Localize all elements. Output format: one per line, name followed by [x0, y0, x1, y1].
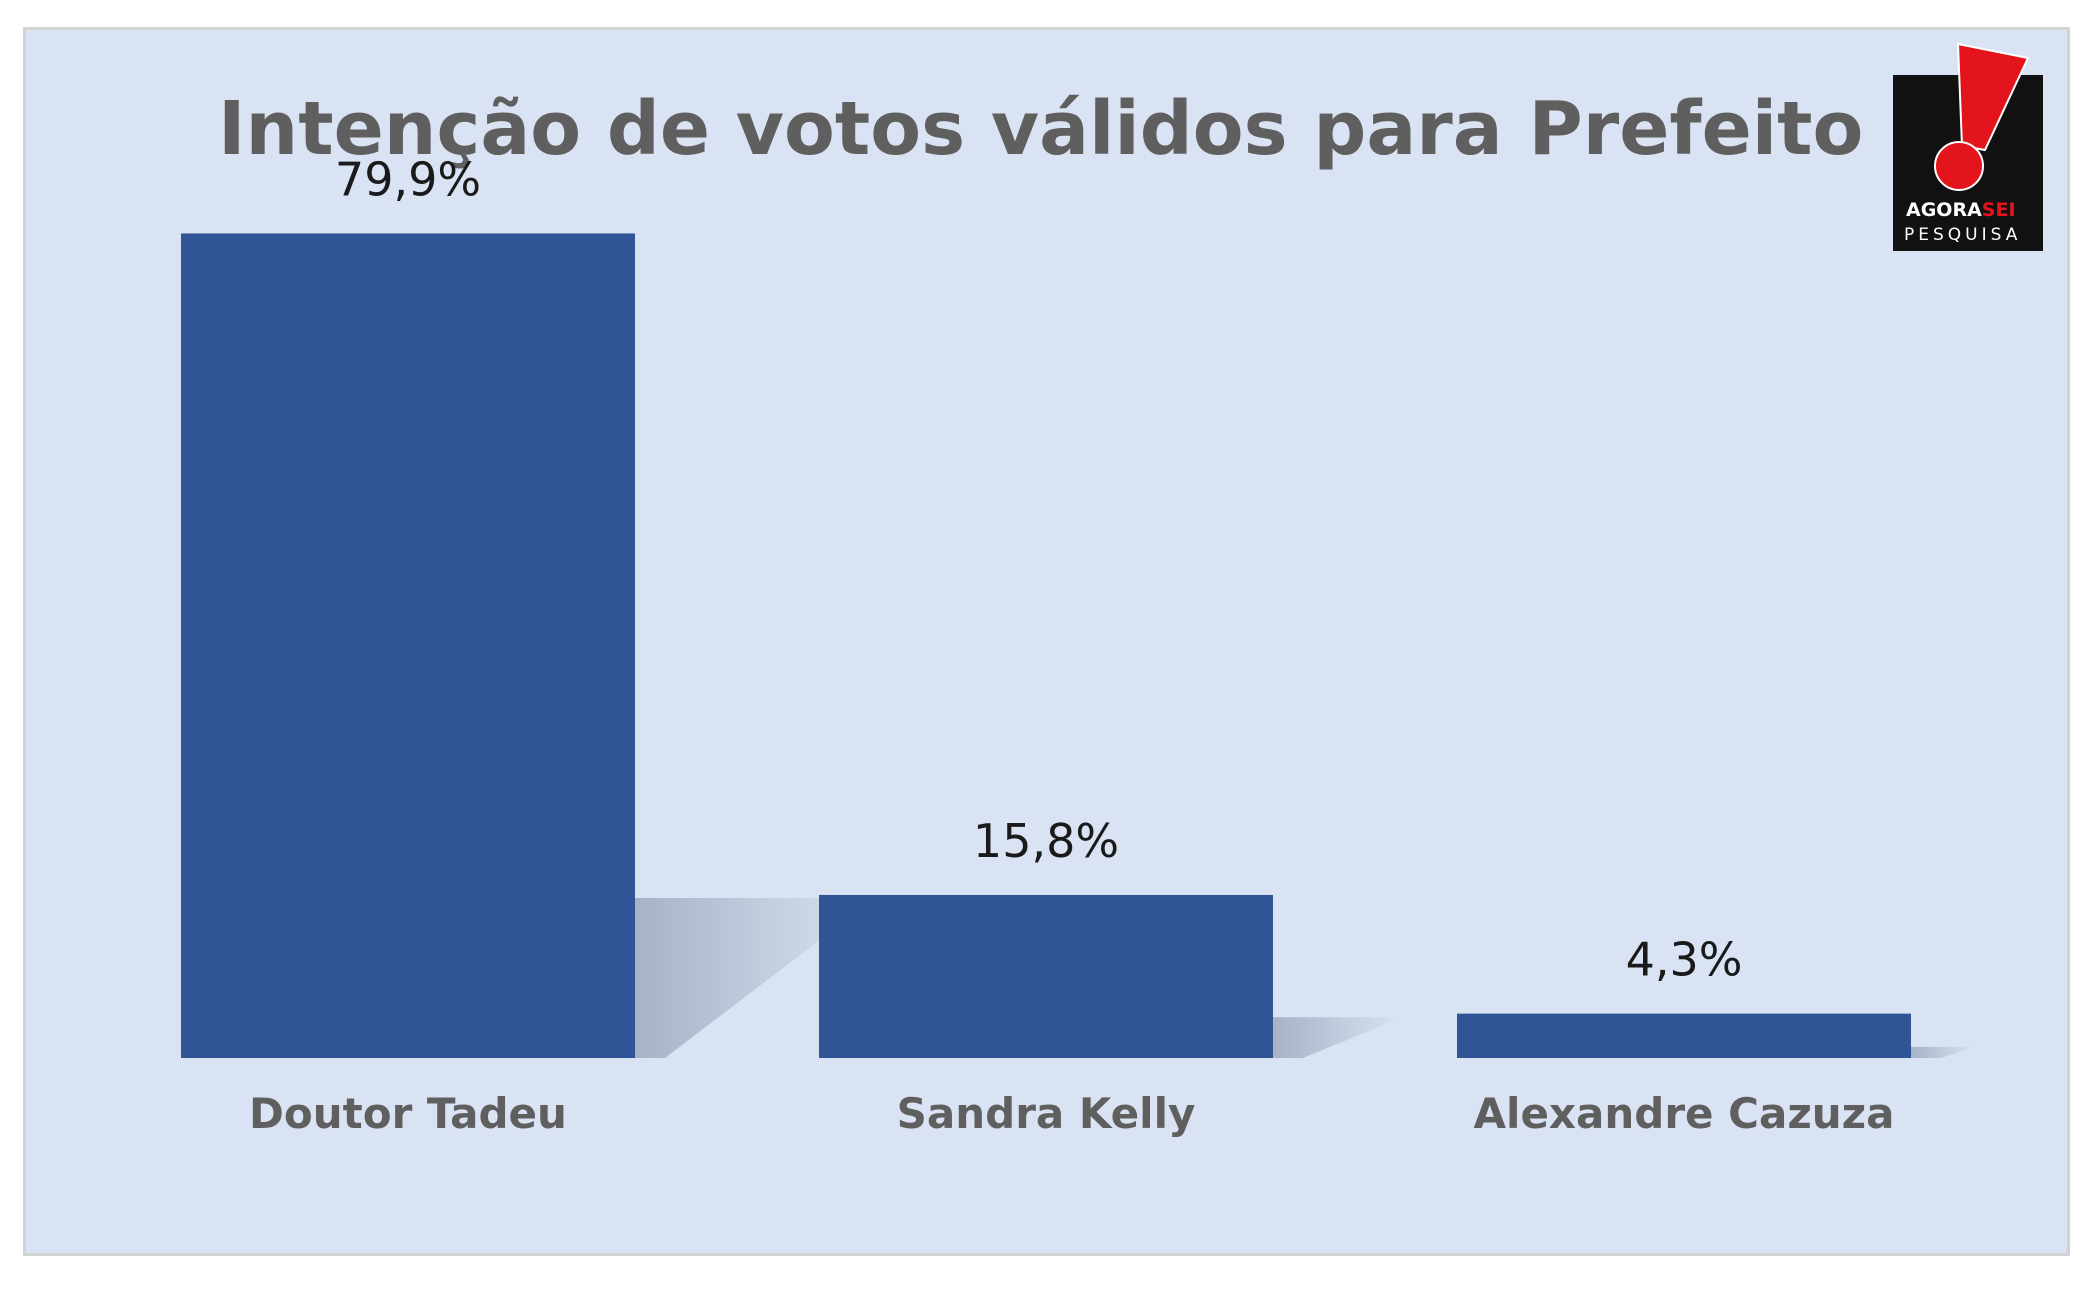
category-label: Doutor Tadeu [249, 1089, 567, 1138]
bars [181, 233, 1911, 1058]
category-label: Sandra Kelly [897, 1089, 1196, 1138]
bar-shadow [1911, 1046, 1976, 1058]
category-labels: Doutor Tadeu Sandra Kelly Alexandre Cazuza [249, 1089, 1894, 1138]
svg-text:AGORASEI: AGORASEI [1906, 199, 2016, 221]
bar-sandra-kelly [819, 894, 1273, 1058]
bar-shadows [635, 898, 1976, 1058]
logo-text-sei: SEI [1982, 199, 2016, 221]
category-label: Alexandre Cazuza [1474, 1089, 1895, 1138]
logo-text-pesquisa: PESQUISA [1904, 225, 2021, 245]
chart-title: Intenção de votos válidos para Prefeito [218, 86, 1863, 172]
data-label: 15,8% [973, 814, 1119, 868]
agorasei-logo: AGORASEI PESQUISA [1893, 42, 2043, 251]
exclamation-icon [1934, 42, 2030, 191]
logo-text-agora: AGORA [1906, 199, 1982, 221]
bar-shadow [635, 898, 875, 1058]
data-label: 4,3% [1626, 933, 1743, 987]
value-labels: 79,9% 15,8% 4,3% [335, 152, 1743, 986]
data-label: 79,9% [335, 152, 481, 206]
bar-doutor-tadeu [181, 233, 635, 1058]
bar-alexandre-cazuza [1457, 1013, 1911, 1058]
bar-shadow [1273, 1017, 1403, 1058]
